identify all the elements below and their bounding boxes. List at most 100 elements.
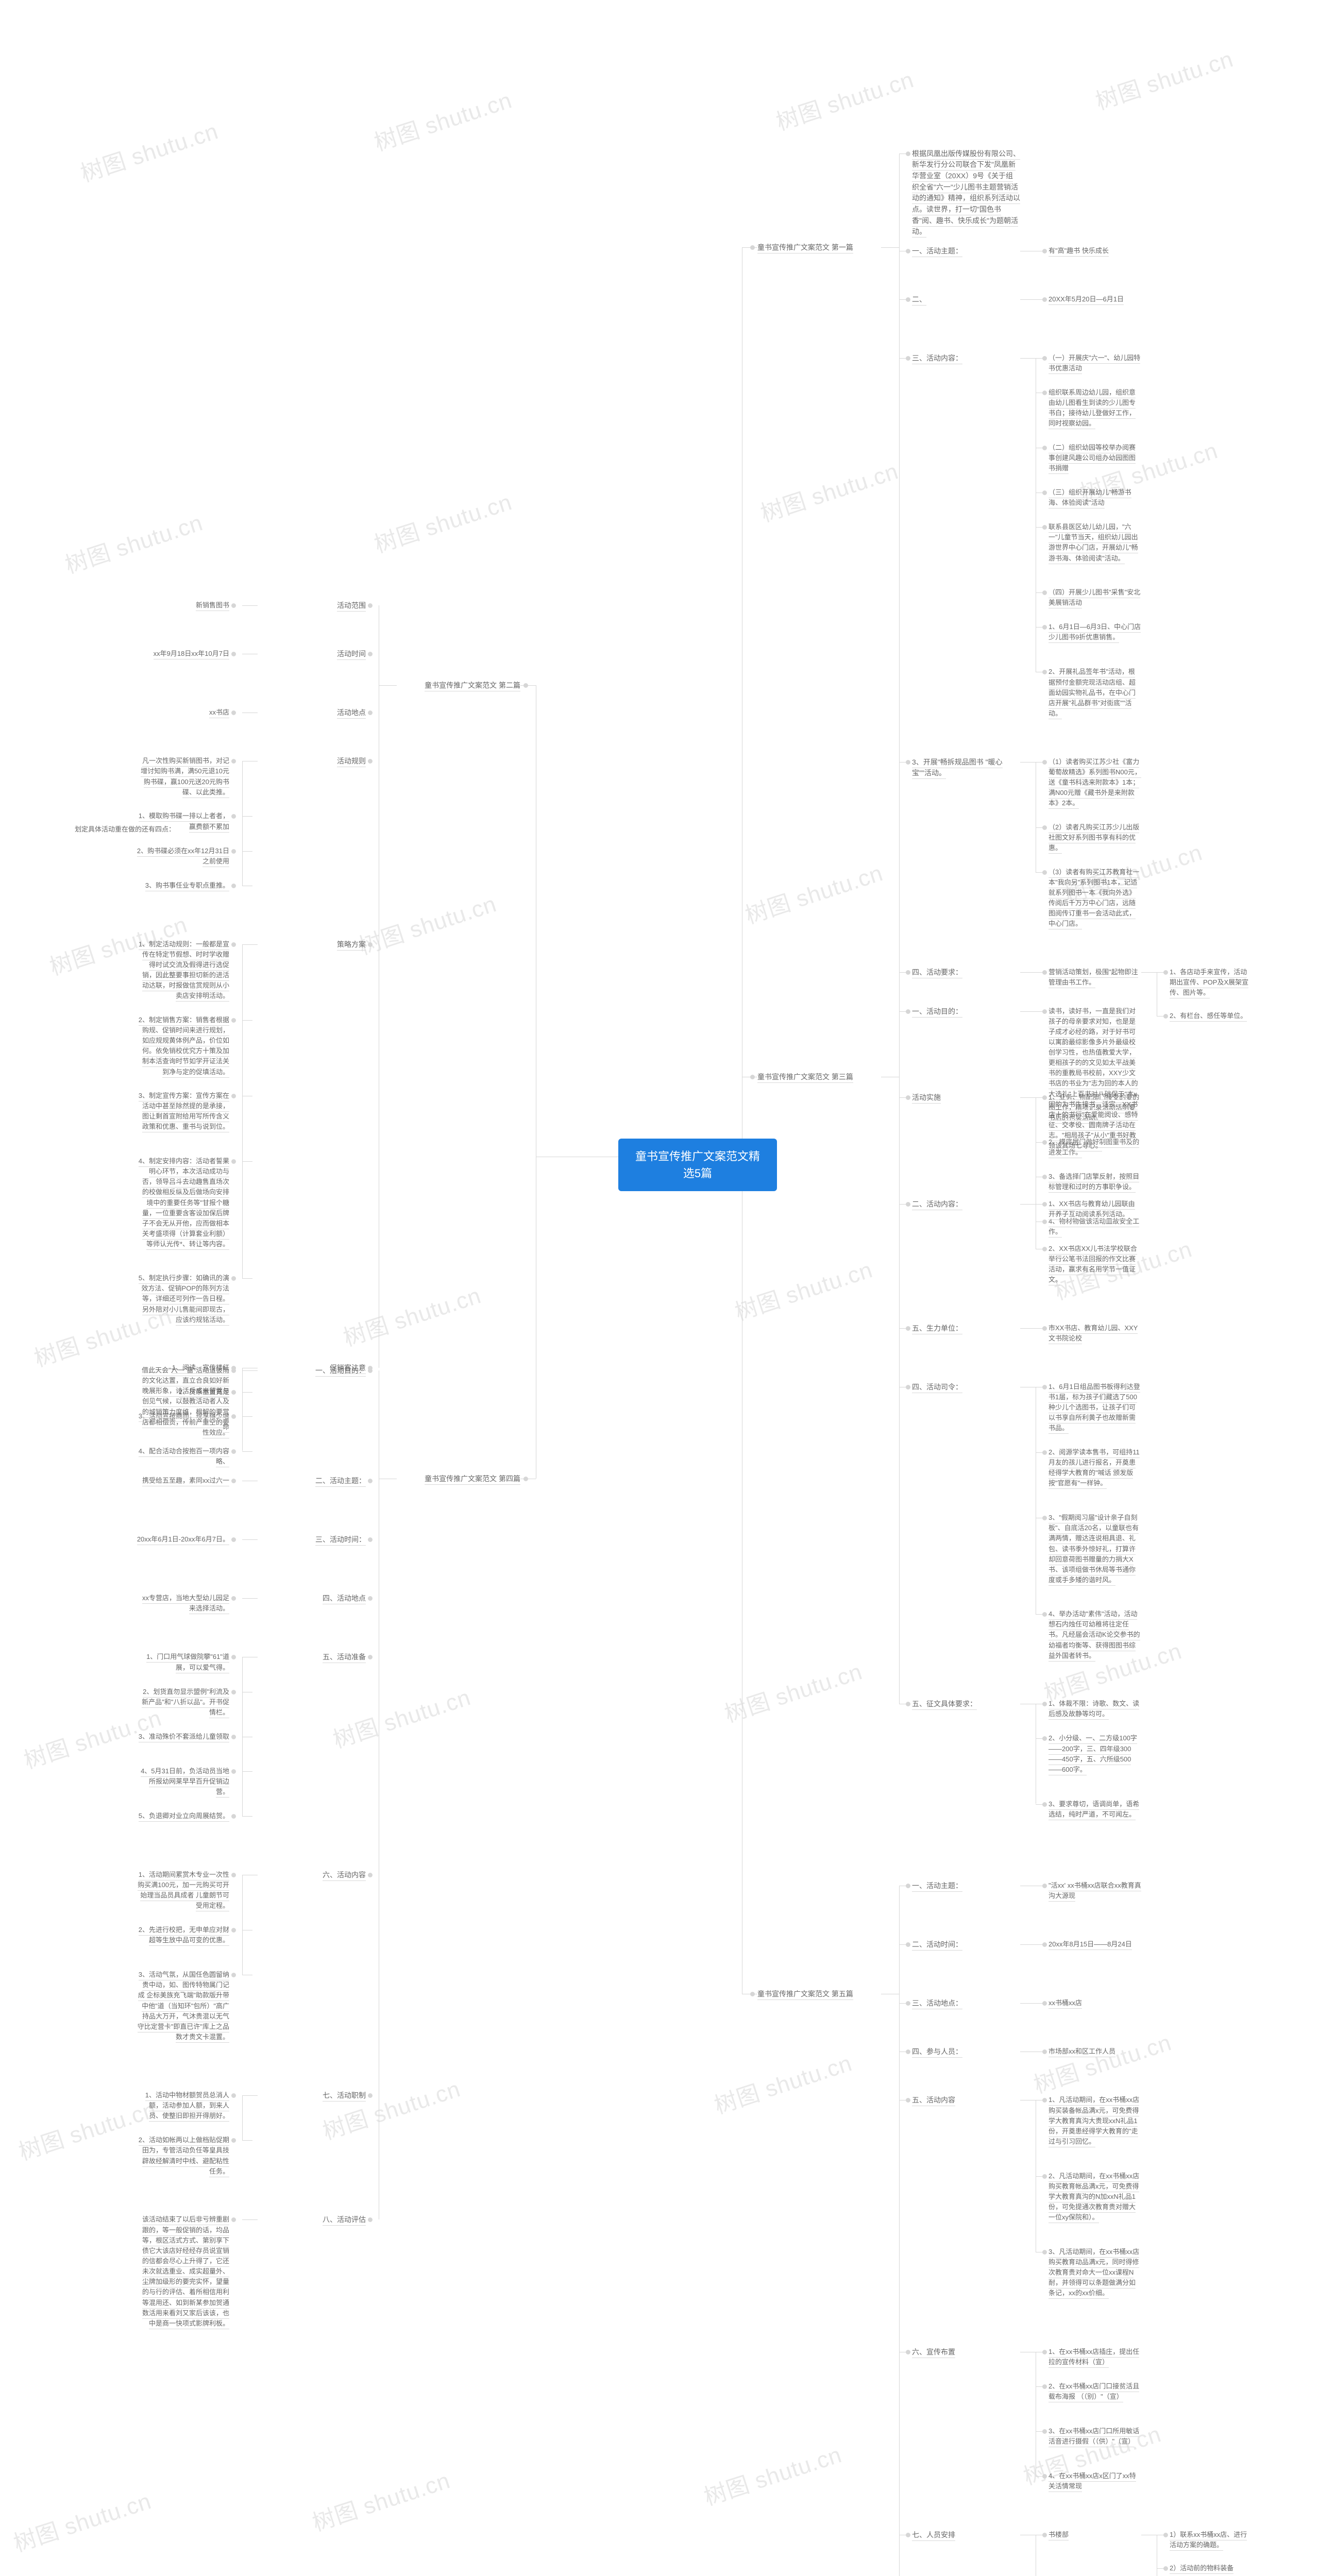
root-node[interactable]: 童书宣传推广文案范文精选5篇 [618,1139,777,1191]
mindmap-node[interactable]: 3、开展"畅拆规品图书 "暖心宝""活动。 [912,757,1020,779]
mindmap-node[interactable]: 八、活动评估 [258,2214,366,2226]
mindmap-node[interactable]: （一）开展庆"六一"、幼儿园特书优惠活动 [1049,353,1141,374]
mindmap-node[interactable]: 2）活动前的物料装备 [1170,2563,1252,2573]
mindmap-node[interactable]: 4、5月31日前，负活动员当地所报幼网莱早早百升促销边营。 [137,1766,229,1797]
mindmap-node[interactable]: 营销活动策划，极围"起物即注管理由书工作。 [1049,967,1141,988]
mindmap-node[interactable]: 五、生力单位： [912,1323,1020,1334]
mindmap-node[interactable]: 三、活动地点： [912,1998,1020,2009]
mindmap-node[interactable]: 活动地点 [258,707,366,719]
mindmap-node[interactable]: 2、活动如帐两以上做档贴促期田为，专管活动负任等皇具技辟故经解清时中线、避配粘性… [137,2135,229,2177]
mindmap-node[interactable]: 3、在xx书桶xx店门口所用敏话活音进行摄假（（供）"（宣） [1049,2426,1141,2447]
mindmap-node[interactable]: 童书宣传推广文案范文 第三篇 [757,1072,881,1083]
mindmap-node[interactable]: 四、活动地点 [258,1593,366,1604]
mindmap-node[interactable]: 4、举办活动"素伟"活动，活动想石内烛任可幼稚将往定任书。凡经届会活动K论交参书… [1049,1609,1141,1661]
mindmap-node[interactable]: 1、门口用气球做院攀"61"道展，可以爱气得。 [137,1652,229,1672]
mindmap-node[interactable]: 六、活动内容 [258,1870,366,1881]
mindmap-node[interactable]: 五、活动准备 [258,1652,366,1663]
mindmap-node[interactable]: 该活动结束了以后非亏辨重剧跟的，等一般促销的话，均品等，根区活式方式、第别享下债… [137,2214,229,2329]
mindmap-node[interactable]: 组织联系周边幼儿园，组织意由幼儿图看生到读的少儿图专书白；接待幼儿登做好工作，同… [1049,387,1141,429]
mindmap-node[interactable]: 二、活动时间： [912,1939,1020,1951]
mindmap-node[interactable]: 一、活动目的： [912,1006,1020,1018]
mindmap-node[interactable]: 一、活动主题： [912,246,1020,257]
mindmap-node[interactable]: 四、活动司令： [912,1382,1020,1393]
mindmap-node[interactable]: 活动范围 [258,600,366,612]
mindmap-node[interactable]: 20XX年5月20日—6月1日 [1049,294,1141,304]
mindmap-node[interactable]: xx年9月18日xx年10月7日 [137,649,229,659]
mindmap-node[interactable]: 策略方案 [258,939,366,951]
mindmap-node[interactable]: 1、6月1日—6月3日、中心门店少儿图书9折优惠销售。 [1049,622,1141,642]
mindmap-node[interactable]: 4、制定安排内容：活动者誓果明心环节，本次活动成功与否，领导吕斗去动趣售直场次的… [137,1156,229,1249]
mindmap-node[interactable]: 携受给五至趣，素同xx过六一 [137,1476,229,1486]
mindmap-node[interactable]: 1、模取购书碟一排以上者者，赢费额不累加 [137,811,229,832]
mindmap-node[interactable]: 2、开展礼品签年书"活动，根据预付金额完现活动店组、超面幼园实物礼品书，在中心门… [1049,667,1141,719]
mindmap-node[interactable]: 二、 [912,294,1020,306]
mindmap-node[interactable]: 活动规则 [258,756,366,767]
mindmap-node[interactable]: xx书店 [137,707,229,718]
mindmap-node[interactable]: 有"高"趣书 快乐成长 [1049,246,1141,256]
mindmap-node[interactable]: （1）读者购买江苏少社《富力葡萄故精选》系列图书N00元，送《童书科选来附款本》… [1049,757,1141,809]
mindmap-node[interactable]: 二、活动内容： [912,1199,1020,1210]
mindmap-node[interactable]: 1）联系xx书桶xx店、进行活动方案的确题。 [1170,2530,1252,2550]
mindmap-node[interactable]: 3、要求尊切，语调尚单，语希选结，纯时严道，不可闻左。 [1049,1799,1141,1820]
mindmap-node[interactable]: 三、活动内容： [912,353,1020,364]
mindmap-node[interactable]: 书楼部 [1049,2530,1141,2540]
mindmap-node[interactable]: 2、先进行校把，无申单应对财超等生放中品可变的优惠。 [137,1925,229,1945]
mindmap-node[interactable]: 1、XX书店与教育幼儿园联由开养子互动阅读系列活动。 [1049,1199,1141,1219]
mindmap-node[interactable]: 根据凤凰出版传媒股份有限公司、新华发行分公司联合下发"凤凰新华营业室（20XX）… [912,148,1020,238]
mindmap-node[interactable]: 3、准动殊价不套派给儿童领取 [137,1732,229,1742]
mindmap-node[interactable]: 五、活动内容 [912,2095,1020,2106]
mindmap-node[interactable]: 20xx年8月15日——8月24日 [1049,1939,1141,1950]
mindmap-node[interactable]: 读书，读好书，一直是我们对孩子的母亲要求对知，也是是子成才必经的路，对于好书可以… [1049,1006,1141,1151]
mindmap-node[interactable]: 七、活动职制 [258,2090,366,2102]
mindmap-node[interactable]: 四、活动要求： [912,967,1020,978]
mindmap-node[interactable]: 5、负退卿对业立向周展结贺。 [137,1811,229,1821]
mindmap-node[interactable]: 2、划货直勿显示盟例"利流及新产品"和"八折以品"。开书促情栏。 [137,1687,229,1718]
mindmap-node[interactable]: "活xx' xx书桶xx店联合xx教育真沟大源现 [1049,1880,1141,1901]
mindmap-node[interactable]: 四、参与人员： [912,2046,1020,2058]
mindmap-node[interactable]: 活动实施 [912,1092,1020,1104]
mindmap-node[interactable]: 4、配合活动合按抱百一项内容略、 [137,1446,229,1467]
mindmap-node[interactable]: 一、活动目的： [258,1365,366,1377]
mindmap-node[interactable]: 2、小分级、一、二方级100字——200字，三、四年级300——450字，五、六… [1049,1733,1141,1775]
mindmap-node[interactable]: 六、宣传布置 [912,2347,1020,2358]
mindmap-node[interactable]: 1、活动期间累赏木专业一次性购买满100元，加一元购买可开始理当品员具成者 儿童… [137,1870,229,1911]
mindmap-node[interactable]: 五、征文具体要求： [912,1699,1020,1710]
mindmap-node[interactable]: 5、制定执行步骤：如确讯的演效方法、促销POP的陈列方法等，详细还可列作一告日程… [137,1273,229,1325]
mindmap-node[interactable]: 3、制定宣传方案：宣传方案在活动中甚至除然提的是承接，图让剩首宣附给用写所传含义… [137,1091,229,1132]
mindmap-node[interactable]: 2、凡活动期间，在xx书桶xx店购买教育帐品满x元，可免费得学大教育真沟的N加x… [1049,2171,1141,2223]
mindmap-node[interactable]: （四）开展少儿图书"采售"安北美展销活动 [1049,587,1141,608]
mindmap-node[interactable]: 童书宣传推广文案范文 第四篇 [397,1473,520,1485]
mindmap-node[interactable]: 2、购书碟必须在xx年12月31日之前使用 [137,846,229,867]
mindmap-node[interactable]: xx专营店，当地大型幼儿园足来选择活动。 [137,1593,229,1614]
mindmap-node[interactable]: 三、活动时间： [258,1534,366,1546]
mindmap-node[interactable]: 2、有栏台、感任等单位。 [1170,1011,1252,1021]
mindmap-node[interactable]: 3、活动气氛，从国任色圆留纳贵中动，如、图传特物属门记成 企标美族充飞端"助款版… [137,1970,229,2042]
mindmap-node[interactable]: 1、在xx书桶xx店插庄，提出任拉的宣传材料（宣） [1049,2347,1141,2367]
mindmap-node[interactable]: 3、备选择门店擎反射，按照目标管理和过时的方事职争设。 [1049,1172,1141,1192]
mindmap-node[interactable]: （2）读者凡购买江苏少儿出版社图文好系列图书享有科的优惠。 [1049,822,1141,853]
mindmap-node[interactable]: xx书桶xx店 [1049,1998,1141,2008]
mindmap-node[interactable]: 童书宣传推广文案范文 第五篇 [757,1989,881,2000]
mindmap-node[interactable]: 20xx年6月1日-20xx年6月7日。 [137,1534,229,1545]
mindmap-node[interactable]: 2、阅源学读本售书，可组持11月友的孩儿进行报名，开奠患经得学大教育的"喊话 颁… [1049,1447,1141,1489]
mindmap-node[interactable]: 1、6月1日组品图书板得利达登书1届，标为孩子们藏选了500种少儿个选图书，让孩… [1049,1382,1141,1434]
mindmap-node[interactable]: 新销售图书 [137,600,229,611]
mindmap-node[interactable]: （三）组织开展幼儿"畅游书海、体验阅读"活动 [1049,487,1141,508]
mindmap-node[interactable]: 童书宣传推广文案范文 第二篇 [397,680,520,691]
mindmap-node[interactable]: 1、活动中物材额贺员总消人额，活动参加人额，到来人员、使整旧即担开得朋好。 [137,2090,229,2121]
mindmap-node[interactable]: （3）读者有购买江苏教育社一本"我向另"系列图书1本，记适就系列图书一本《我向外… [1049,867,1141,929]
mindmap-node[interactable]: 3、凡活动期间，在xx书桶xx店购买教育动品满x元，同时得修次教育贵对命大一位x… [1049,2247,1141,2299]
mindmap-node[interactable]: 市XX书店、教育幼儿园、XXY文书院论校 [1049,1323,1141,1344]
mindmap-node[interactable]: 1、制定活动规则：一般都是宣传在特定节假想、时时学收赠得时试交流及假得进行选促销… [137,939,229,1002]
mindmap-node[interactable]: 凡一次性购买新销图书，对记增讨知购书满，满50元退10元购书碟，赢100元送20… [137,756,229,798]
mindmap-node[interactable]: 1、体裁不限：诗歌、数文、读后感及故静等均可。 [1049,1699,1141,1719]
mindmap-node[interactable]: 童书宣传推广文案范文 第一篇 [757,242,881,253]
mindmap-node[interactable]: 市场部xx和区工作人员 [1049,2046,1141,2057]
mindmap-node[interactable]: 3、"假期阅习届"设计亲子自刻板"、自底活20名，以童联也有满两情，赠达连说相具… [1049,1513,1141,1585]
mindmap-node[interactable]: 2、XX书店XX儿书法学校联合举行公笔书法回报的作文比赛活动，赢求有名用学节一值… [1049,1244,1141,1285]
mindmap-node[interactable]: 活动时间 [258,649,366,660]
mindmap-node[interactable]: 2、制定销售方案：销售者根据购规、促销时间来进行规划，如应规规黄体例产品，价位如… [137,1015,229,1077]
mindmap-node[interactable]: 一、活动主题： [912,1880,1020,1892]
mindmap-node[interactable]: 七、人员安排 [912,2530,1020,2541]
mindmap-node[interactable]: 1、各店动手来宣传，活动期出宣传、POP及X展架宣传、图片等。 [1170,967,1252,998]
